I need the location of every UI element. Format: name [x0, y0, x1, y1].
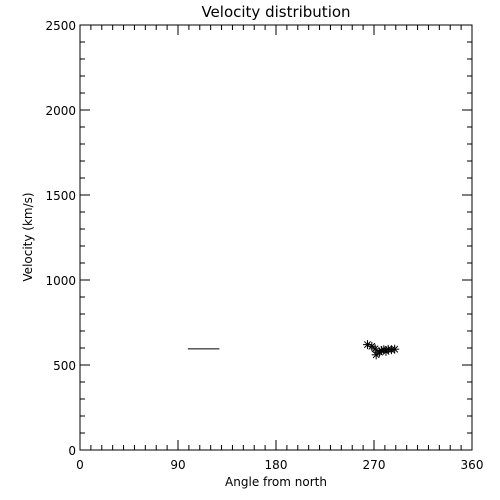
y-tick-label: 500	[53, 359, 76, 373]
y-tick-label: 1000	[45, 274, 76, 288]
y-tick-label: 0	[68, 444, 76, 458]
x-tick-label: 90	[170, 458, 185, 472]
x-tick-label: 270	[363, 458, 386, 472]
asterisk-stroke	[391, 345, 399, 353]
y-tick-label: 1500	[45, 189, 76, 203]
asterisk-stroke	[368, 342, 376, 350]
y-tick-label: 2000	[45, 104, 76, 118]
y-tick-label: 2500	[45, 19, 76, 33]
plot-frame	[79, 24, 473, 451]
asterisk-stroke	[371, 345, 379, 353]
x-tick-label: 180	[265, 458, 288, 472]
data-point-asterisk	[390, 344, 400, 354]
data-marks	[187, 340, 400, 360]
axis-ticks: 0 90 180 270 360 0 500 1000 1500 2000 2500	[45, 19, 483, 472]
x-tick-label: 0	[76, 458, 84, 472]
x-tick-label: 360	[461, 458, 484, 472]
chart-title: Velocity distribution	[201, 3, 350, 21]
asterisk-stroke	[363, 341, 371, 349]
x-axis-label: Angle from north	[225, 475, 327, 489]
y-axis-label: Velocity (km/s)	[21, 192, 35, 281]
